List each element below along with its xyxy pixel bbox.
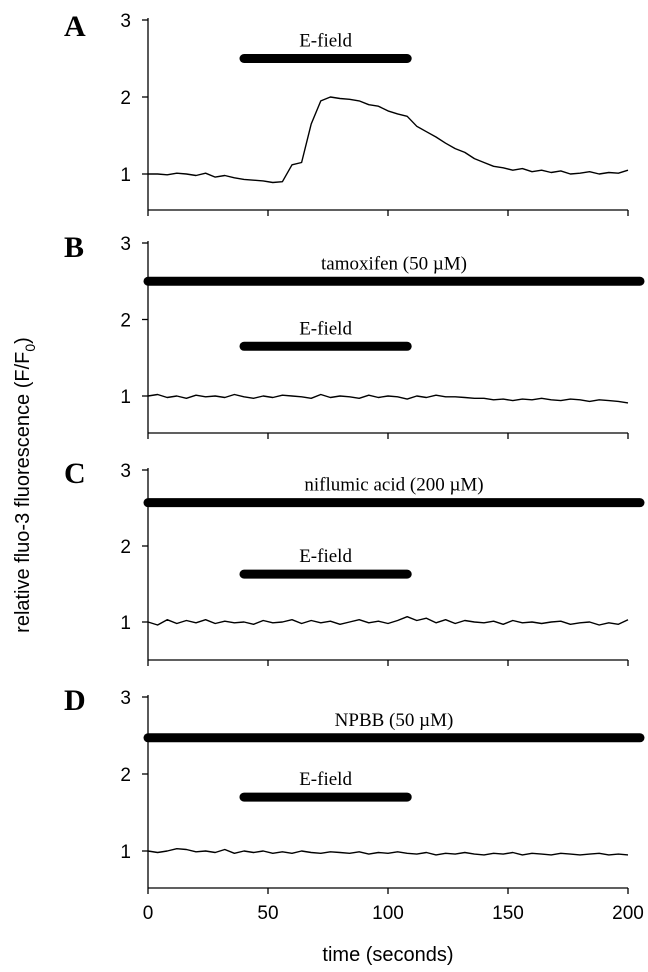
y-tick-label: 2 — [120, 88, 131, 109]
y-tick-label: 2 — [120, 537, 131, 558]
panel-letter: B — [64, 231, 84, 264]
x-tick-label: 150 — [492, 903, 524, 924]
y-axis-title-subscript: 0 — [22, 344, 38, 352]
data-line — [147, 848, 629, 856]
y-tick-label: 2 — [120, 311, 131, 332]
x-tick-label: 0 — [143, 903, 154, 924]
bar-label: tamoxifen (50 µM) — [321, 253, 467, 274]
y-tick-label: 1 — [120, 613, 131, 634]
bar-label: E-field — [299, 546, 352, 567]
x-tick-label: 100 — [372, 903, 404, 924]
bar-label: niflumic acid (200 µM) — [304, 475, 483, 496]
bar-label: E-field — [299, 769, 352, 790]
panel-letter: C — [64, 457, 86, 490]
bar-label: E-field — [299, 318, 352, 339]
y-tick-label: 1 — [120, 387, 131, 408]
panel-d: D 1 2 3 NPBB (50 µM) E-field — [64, 684, 645, 894]
panel-c: C 1 2 3 niflumic acid (200 µM) E-field — [64, 457, 645, 666]
data-line — [147, 393, 629, 404]
y-axis-title-main: relative fluo-3 fluorescence (F/F — [12, 352, 34, 633]
y-tick-label: 1 — [120, 842, 131, 863]
data-line — [148, 96, 629, 184]
y-tick-label: 3 — [120, 11, 131, 32]
panel-b: B 1 2 3 tamoxifen (50 µM) E-field — [64, 231, 645, 439]
panel-letter: A — [64, 10, 86, 43]
bar-label: E-field — [299, 31, 352, 52]
panel-a: A 1 2 3 E-field — [64, 10, 629, 216]
y-tick-label: 3 — [120, 461, 131, 482]
x-axis-title: time (seconds) — [322, 944, 453, 966]
x-tick-label: 200 — [612, 903, 644, 924]
bar-label: NPBB (50 µM) — [335, 710, 454, 731]
y-tick-label: 3 — [120, 234, 131, 255]
panel-letter: D — [64, 684, 86, 717]
y-axis-title-close: ) — [12, 337, 34, 344]
y-tick-label: 3 — [120, 688, 131, 709]
y-axis-title: relative fluo-3 fluorescence (F/F0) — [12, 337, 38, 633]
data-line — [147, 616, 629, 626]
y-tick-label: 1 — [120, 165, 131, 186]
x-tick-label: 50 — [257, 903, 278, 924]
y-tick-label: 2 — [120, 765, 131, 786]
